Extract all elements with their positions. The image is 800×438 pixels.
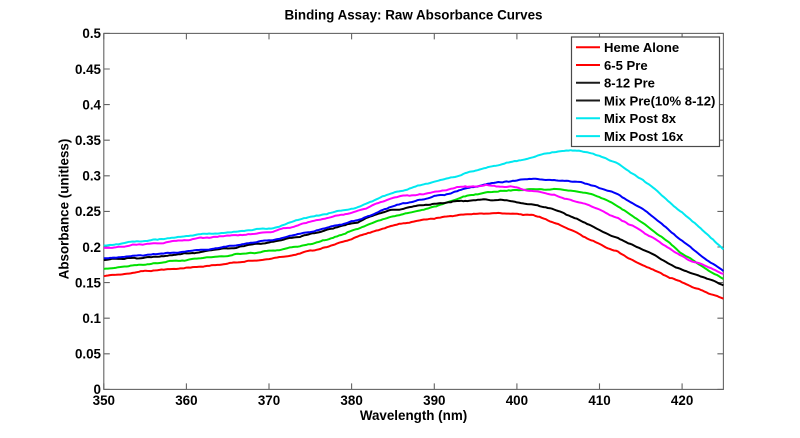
svg-text:0.3: 0.3: [82, 169, 101, 184]
svg-text:0.35: 0.35: [75, 133, 102, 148]
svg-text:Heme Alone: Heme Alone: [604, 40, 679, 55]
svg-text:390: 390: [423, 393, 445, 408]
svg-text:0.05: 0.05: [75, 347, 102, 362]
svg-text:Binding Assay: Raw Absorbance: Binding Assay: Raw Absorbance Curves: [285, 8, 543, 23]
svg-text:0.5: 0.5: [82, 26, 101, 41]
svg-text:Wavelength (nm): Wavelength (nm): [360, 408, 467, 423]
svg-text:410: 410: [588, 393, 610, 408]
svg-text:400: 400: [506, 393, 528, 408]
svg-text:0.1: 0.1: [82, 311, 101, 326]
svg-text:0.2: 0.2: [82, 240, 101, 255]
svg-text:6-5 Pre: 6-5 Pre: [604, 58, 648, 73]
svg-text:360: 360: [175, 393, 197, 408]
svg-text:420: 420: [671, 393, 693, 408]
svg-text:0.15: 0.15: [75, 275, 102, 290]
svg-text:0: 0: [94, 382, 101, 397]
svg-text:380: 380: [340, 393, 362, 408]
svg-text:Mix Pre(10% 8-12): Mix Pre(10% 8-12): [604, 93, 715, 108]
svg-text:8-12 Pre: 8-12 Pre: [604, 76, 655, 91]
svg-text:Mix Post 16x: Mix Post 16x: [604, 129, 684, 144]
svg-text:Absorbance (unitless): Absorbance (unitless): [56, 139, 71, 280]
svg-text:0.45: 0.45: [75, 62, 102, 77]
svg-text:Mix Post 8x: Mix Post 8x: [604, 111, 677, 126]
svg-text:0.25: 0.25: [75, 204, 102, 219]
svg-text:0.4: 0.4: [82, 97, 101, 112]
svg-text:370: 370: [258, 393, 280, 408]
svg-text:350: 350: [93, 393, 115, 408]
